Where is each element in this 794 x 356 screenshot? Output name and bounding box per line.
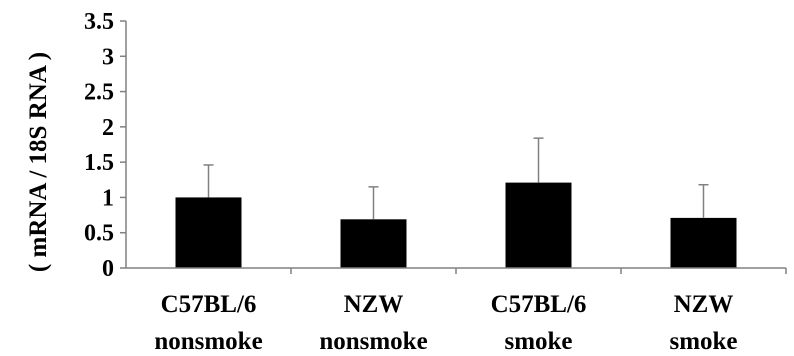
x-category-label-line1: NZW: [344, 291, 404, 318]
x-category-label-line2: smoke: [669, 328, 737, 355]
x-category-label-line1: C57BL/6: [491, 291, 587, 318]
x-category-label-line2: smoke: [504, 328, 572, 355]
bar: [175, 197, 242, 268]
bar: [670, 217, 737, 268]
axes: [125, 21, 787, 274]
y-tick-label: 0: [102, 256, 114, 282]
x-category-label-line1: C57BL/6: [161, 291, 257, 318]
x-category-label-line1: NZW: [674, 291, 734, 318]
bar: [340, 219, 407, 268]
bar: [505, 182, 572, 268]
x-category-label-line2: nonsmoke: [319, 328, 427, 355]
y-tick-label: 1.5: [84, 150, 114, 176]
x-axis-labels: C57BL/6 nonsmoke NZW nonsmoke C57BL/6 smoke NZ…: [154, 291, 737, 355]
y-tick-label: 3: [102, 44, 114, 70]
x-category-label-line2: nonsmoke: [154, 328, 262, 355]
bar-series: [175, 137, 737, 268]
y-tick-label: 1: [102, 185, 114, 211]
y-axis-ticks: 0 0.5 1 1.5 2 2.5 3 3.5: [84, 9, 126, 282]
y-tick-label: 3.5: [84, 9, 114, 35]
y-tick-label: 0.5: [84, 221, 114, 247]
y-tick-label: 2.5: [84, 80, 114, 106]
y-axis-title: ( mRNA / 18S RNA ): [25, 52, 52, 272]
y-tick-label: 2: [102, 115, 114, 141]
